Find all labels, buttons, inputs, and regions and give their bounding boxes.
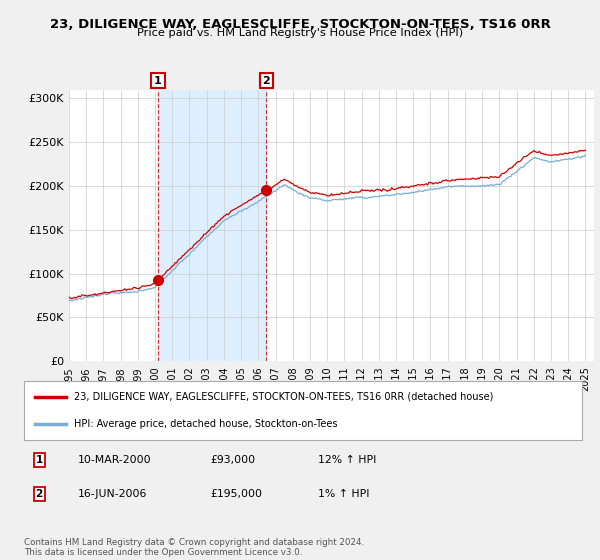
Text: £195,000: £195,000 [210,489,262,499]
Bar [158,90,266,361]
Text: 1% ↑ HPI: 1% ↑ HPI [318,489,370,499]
Text: 12% ↑ HPI: 12% ↑ HPI [318,455,376,465]
Text: 1: 1 [35,455,43,465]
Text: 16-JUN-2006: 16-JUN-2006 [78,489,148,499]
Text: Contains HM Land Registry data © Crown copyright and database right 2024.
This d: Contains HM Land Registry data © Crown c… [24,538,364,557]
Text: 2: 2 [262,76,270,86]
Text: Price paid vs. HM Land Registry's House Price Index (HPI): Price paid vs. HM Land Registry's House … [137,28,463,38]
Text: 23, DILIGENCE WAY, EAGLESCLIFFE, STOCKTON-ON-TEES, TS16 0RR: 23, DILIGENCE WAY, EAGLESCLIFFE, STOCKTO… [50,18,550,31]
Text: 10-MAR-2000: 10-MAR-2000 [78,455,152,465]
Text: 23, DILIGENCE WAY, EAGLESCLIFFE, STOCKTON-ON-TEES, TS16 0RR (detached house): 23, DILIGENCE WAY, EAGLESCLIFFE, STOCKTO… [74,391,494,402]
Text: 2: 2 [35,489,43,499]
Text: £93,000: £93,000 [210,455,255,465]
Text: 1: 1 [154,76,162,86]
Text: HPI: Average price, detached house, Stockton-on-Tees: HPI: Average price, detached house, Stoc… [74,419,338,429]
